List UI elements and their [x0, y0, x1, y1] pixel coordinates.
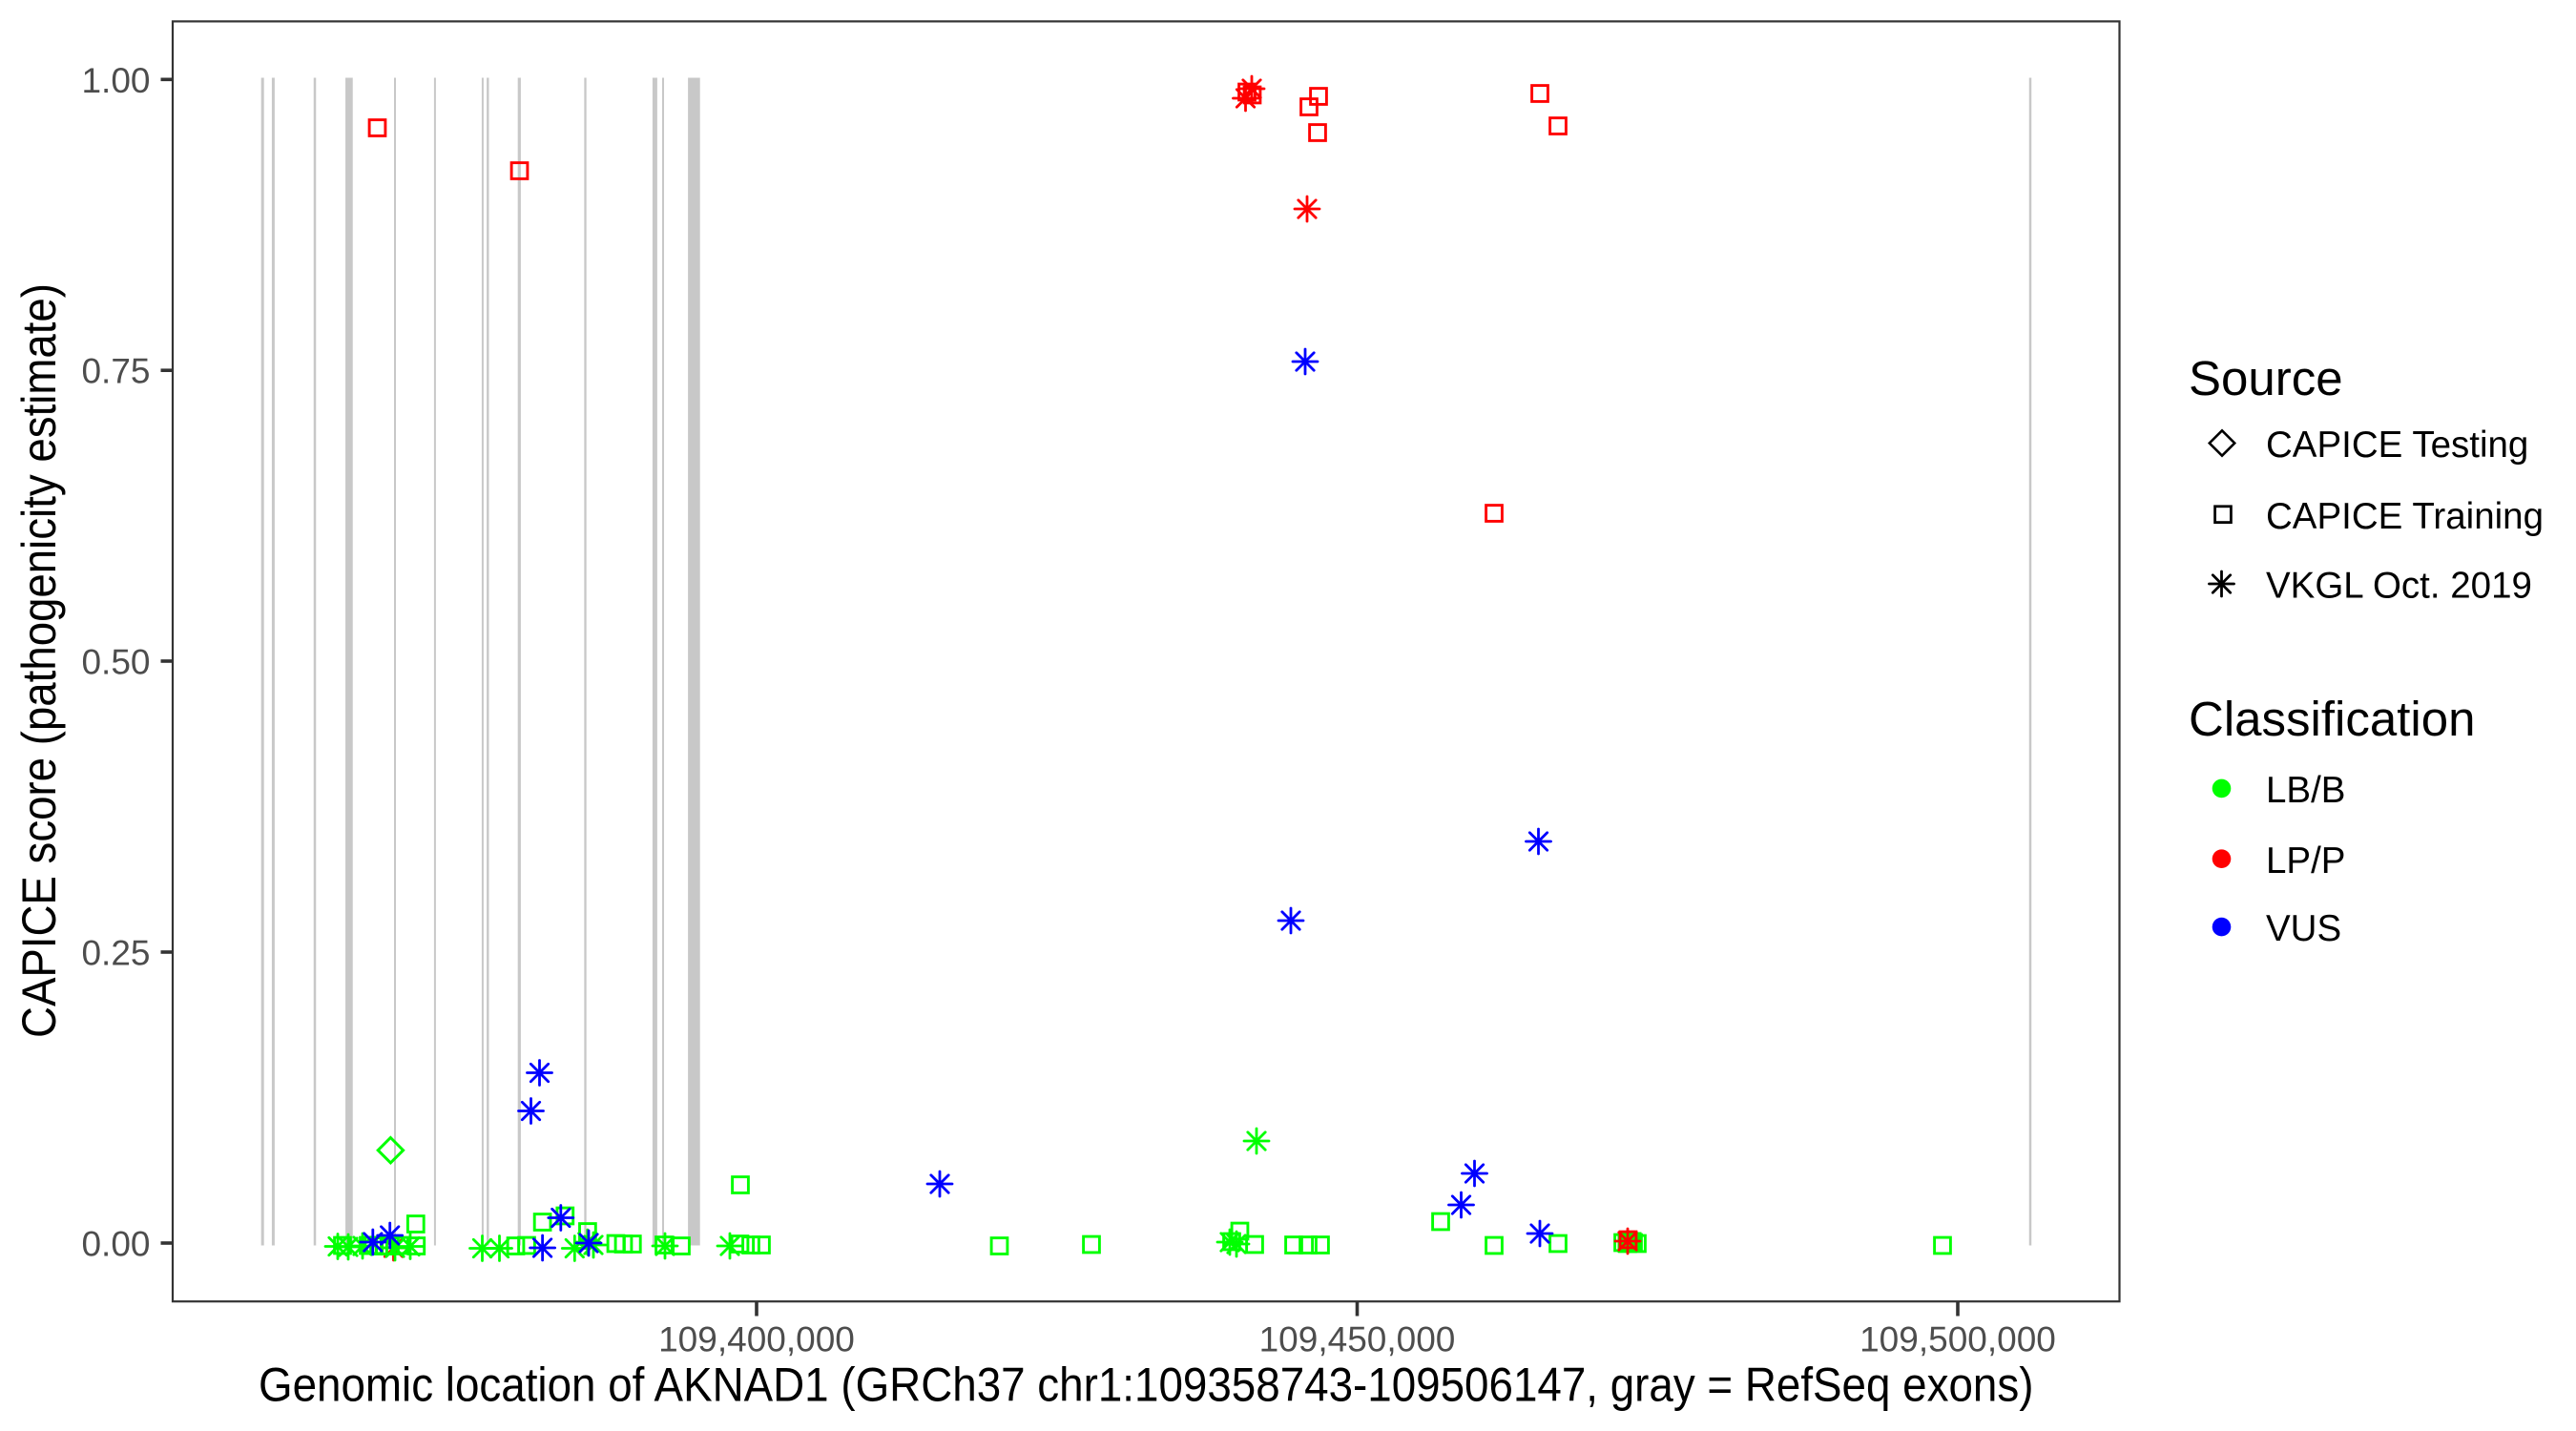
svg-text:Classification: Classification: [2189, 692, 2475, 746]
svg-text:109,450,000: 109,450,000: [1259, 1320, 1456, 1359]
svg-text:1.00: 1.00: [81, 61, 150, 100]
svg-text:CAPICE Testing: CAPICE Testing: [2266, 425, 2528, 466]
svg-text:VUS: VUS: [2266, 908, 2341, 949]
svg-text:109,500,000: 109,500,000: [1859, 1320, 2056, 1359]
svg-text:LP/P: LP/P: [2266, 840, 2345, 881]
svg-text:Source: Source: [2189, 351, 2343, 405]
svg-text:Genomic location of AKNAD1 (GR: Genomic location of AKNAD1 (GRCh37 chr1:…: [259, 1358, 2034, 1412]
svg-text:0.50: 0.50: [81, 643, 150, 682]
svg-text:LB/B: LB/B: [2266, 770, 2345, 811]
svg-text:0.00: 0.00: [81, 1225, 150, 1264]
svg-text:CAPICE Training: CAPICE Training: [2266, 496, 2544, 537]
svg-text:VKGL Oct. 2019: VKGL Oct. 2019: [2266, 566, 2532, 607]
svg-text:0.25: 0.25: [81, 934, 150, 973]
svg-text:CAPICE score (pathogenicity es: CAPICE score (pathogenicity estimate): [12, 283, 66, 1038]
svg-text:0.75: 0.75: [81, 352, 150, 391]
svg-text:109,400,000: 109,400,000: [658, 1320, 855, 1359]
